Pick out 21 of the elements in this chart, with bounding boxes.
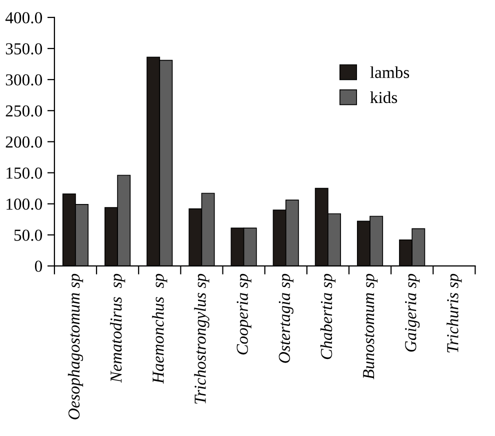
- y-tick-label: 400.0: [5, 12, 42, 24]
- legend-label: lambs: [370, 66, 410, 78]
- y-tick-label: 250.0: [6, 105, 42, 117]
- x-tick-label: Chabertia sp: [320, 274, 336, 360]
- x-tick-label: Trichostrongylus sp: [194, 274, 210, 404]
- x-tick-label: Oesophagostomum sp: [68, 274, 84, 420]
- x-tick-label: Cooperia sp: [236, 274, 252, 354]
- x-tick-label: Ostertagia sp: [278, 274, 294, 363]
- y-tick-label: 50.0: [14, 230, 42, 241]
- y-tick-label: 300.0: [6, 74, 42, 86]
- y-tick-label: 350.0: [6, 43, 42, 55]
- y-tick-label: 150.0: [6, 167, 42, 179]
- x-tick-label: Nematodirus sp: [110, 274, 126, 383]
- x-tick-label: Bunostomum sp: [363, 274, 378, 380]
- y-tick-label: 0: [34, 260, 42, 272]
- y-tick-label: 200.0: [6, 136, 42, 148]
- x-tick-label: Haemonchus sp: [152, 274, 168, 384]
- x-tick-label: Trichuris sp: [446, 274, 462, 352]
- y-tick-label: 100.0: [6, 198, 42, 210]
- legend-label: kids: [370, 91, 398, 104]
- x-tick-label: Gaigeria sp: [405, 274, 420, 352]
